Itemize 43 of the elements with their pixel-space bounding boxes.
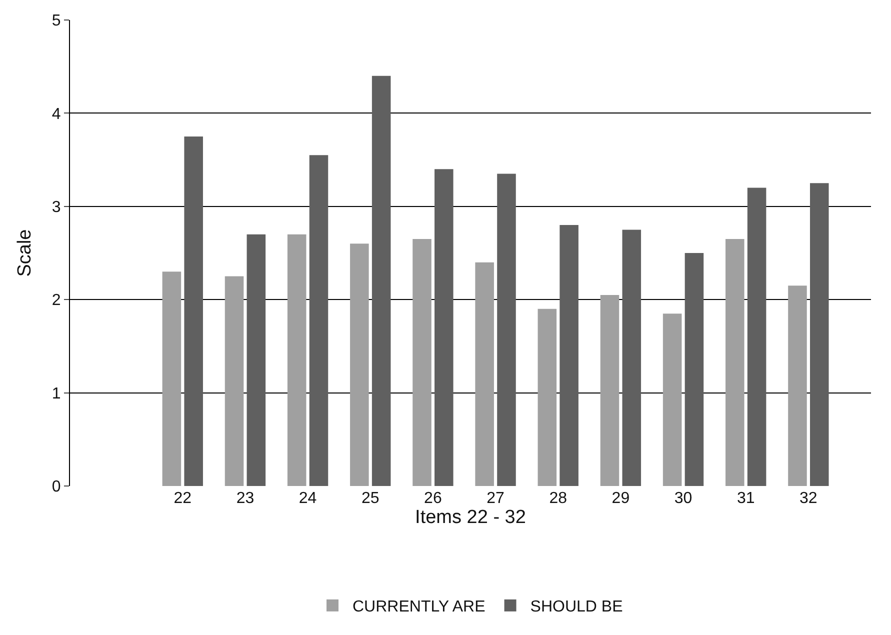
y-tick-label: 1 bbox=[52, 385, 61, 402]
bar bbox=[475, 262, 494, 486]
bar bbox=[246, 234, 266, 486]
x-tick-label: 23 bbox=[236, 490, 254, 507]
x-tick-label: 29 bbox=[612, 490, 630, 507]
y-tick-label: 3 bbox=[52, 199, 61, 216]
bar bbox=[662, 314, 682, 486]
x-tick-label: 24 bbox=[298, 490, 317, 507]
bar bbox=[224, 276, 244, 486]
bar bbox=[184, 136, 203, 486]
legend-label: SHOULD BE bbox=[530, 598, 623, 616]
bar bbox=[788, 286, 807, 486]
bar bbox=[622, 230, 642, 486]
bar bbox=[538, 308, 557, 486]
y-tick-label: 4 bbox=[52, 106, 61, 123]
bar bbox=[350, 244, 369, 486]
bar bbox=[810, 183, 829, 486]
bar bbox=[747, 188, 766, 486]
y-tick-label: 5 bbox=[52, 12, 61, 30]
legend-label: CURRENTLY ARE bbox=[352, 598, 486, 616]
bar bbox=[287, 234, 306, 486]
bar bbox=[372, 76, 391, 486]
y-tick-label: 2 bbox=[52, 292, 61, 310]
x-tick-label: 32 bbox=[800, 490, 818, 507]
bar bbox=[412, 239, 432, 486]
x-tick-label: 26 bbox=[424, 490, 442, 507]
y-axis-title: Scale bbox=[14, 229, 36, 277]
x-tick-label: 28 bbox=[549, 490, 568, 507]
bar bbox=[309, 155, 328, 486]
bar bbox=[600, 294, 620, 486]
x-tick-label: 27 bbox=[486, 490, 505, 507]
x-tick-label: 25 bbox=[361, 490, 380, 507]
bar bbox=[560, 225, 578, 486]
bar bbox=[162, 272, 182, 486]
bar bbox=[684, 253, 704, 486]
y-tick-label: 0 bbox=[52, 478, 61, 496]
bar bbox=[434, 169, 454, 486]
bar bbox=[497, 174, 516, 486]
x-tick-label: 22 bbox=[174, 490, 192, 507]
x-tick-label: 31 bbox=[736, 490, 755, 507]
bar bbox=[726, 239, 744, 486]
x-axis-title: Items 22 - 32 bbox=[415, 507, 526, 528]
x-tick-label: 30 bbox=[674, 490, 692, 507]
